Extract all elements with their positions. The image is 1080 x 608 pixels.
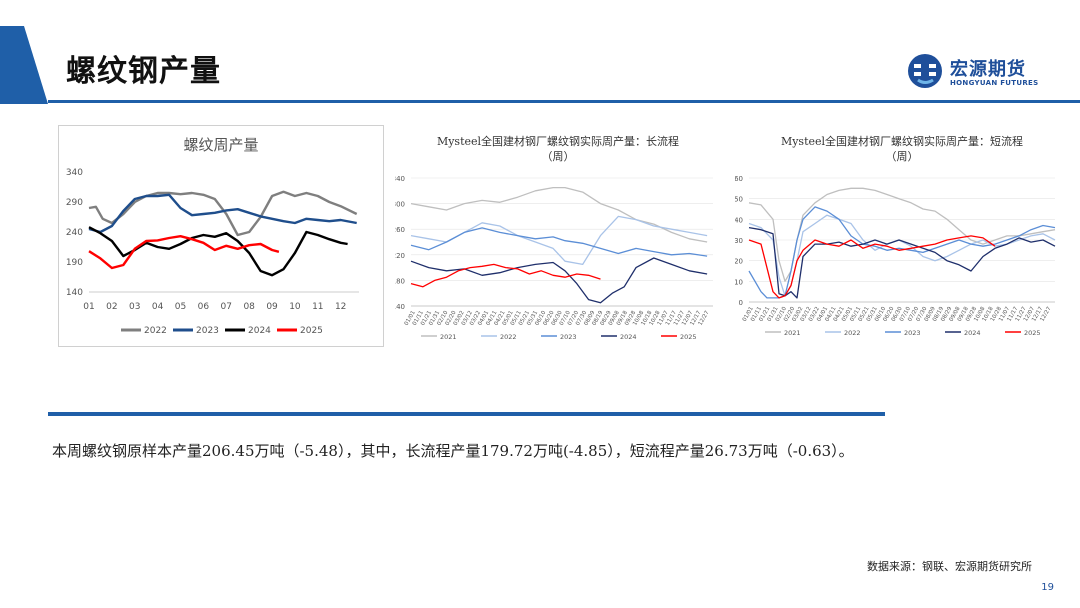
series-line-2023 <box>88 193 357 234</box>
y-tick-label: 220 <box>395 252 405 260</box>
series-line-2022 <box>88 190 358 237</box>
y-tick-label: 240 <box>66 228 83 238</box>
x-tick-label: 02 <box>106 302 117 312</box>
chart-long-process-output: Mysteel全国建材钢厂螺纹钢实际周产量：长流程 （周） 140 180 220 260… <box>395 134 713 341</box>
legend-label: 2021 <box>784 329 801 337</box>
legend-label: 2025 <box>300 326 323 336</box>
x-tick-label: 07 <box>221 302 232 312</box>
y-tick-label: 30 <box>735 237 743 245</box>
series-line-2021 <box>410 186 708 243</box>
legend-label: 2024 <box>620 333 637 341</box>
y-tick-label: 60 <box>735 175 743 183</box>
legend-label: 2023 <box>904 329 921 337</box>
y-tick-label: 340 <box>66 168 83 178</box>
y-tick-label: 190 <box>66 258 83 268</box>
logo-text: 宏源期货 <box>950 59 1026 80</box>
series-line-2022 <box>748 214 1056 297</box>
chart-title: Mysteel全国建材钢厂螺纹钢实际周产量：短流程 <box>781 134 1023 148</box>
series-line-2025 <box>748 235 996 299</box>
summary-text: 本周螺纹钢原样本产量206.45万吨（-5.48），其中，长流程产量179.72… <box>52 442 854 460</box>
y-tick-label: 20 <box>735 258 743 266</box>
x-tick-label: 03 <box>129 302 140 312</box>
legend-label: 2023 <box>560 333 577 341</box>
series-line-2022 <box>410 215 708 266</box>
y-tick-label: 340 <box>395 175 405 183</box>
y-tick-label: 40 <box>735 216 743 224</box>
y-tick-label: 180 <box>395 277 405 285</box>
series-line-2025 <box>410 263 601 288</box>
logo-mark-icon <box>908 54 942 88</box>
header-accent <box>0 26 48 104</box>
chart-short-process-output: Mysteel全国建材钢厂螺纹钢实际周产量：短流程 （周） 0 10 20 30 40 50 6… <box>735 134 1056 337</box>
legend-label: 2025 <box>680 333 697 341</box>
series-line-2024 <box>410 257 708 304</box>
series-line-2024 <box>748 226 1056 299</box>
x-tick-label: 01 <box>83 302 94 312</box>
header-rule <box>48 100 1080 103</box>
x-tick-label: 04 <box>152 302 164 312</box>
x-tick-label: 05 <box>175 302 186 312</box>
y-tick-label: 260 <box>395 226 405 234</box>
legend-label: 2022 <box>844 329 861 337</box>
legend-label: 2023 <box>196 326 219 336</box>
x-tick-label: 10 <box>289 302 301 312</box>
logo-subtext: HONGYUAN FUTURES <box>950 79 1039 87</box>
y-tick-label: 140 <box>395 303 405 311</box>
legend-label: 2025 <box>1024 329 1041 337</box>
x-tick-label: 08 <box>243 302 255 312</box>
x-tick-label: 11 <box>312 302 323 312</box>
y-tick-label: 50 <box>735 196 743 204</box>
y-tick-label: 300 <box>395 201 405 209</box>
chart-subtitle: （周） <box>886 150 919 163</box>
series-line-2021 <box>748 187 1056 282</box>
series-line-2023 <box>748 206 1056 299</box>
chart-subtitle: （周） <box>542 150 575 163</box>
legend-label: 2021 <box>440 333 457 341</box>
page-number: 19 <box>1041 582 1054 593</box>
legend-label: 2022 <box>144 326 167 336</box>
chart-rebar-weekly-output: 螺纹周产量 140 190 240 290 340 01 02 03 04 05 06 07 08 09 10… <box>58 125 384 347</box>
x-tick-label: 12 <box>335 302 346 312</box>
y-tick-label: 290 <box>66 198 83 208</box>
legend-label: 2024 <box>248 326 271 336</box>
x-tick-label: 06 <box>198 302 210 312</box>
data-source: 数据来源：钢联、宏源期货研究所 <box>867 560 1032 573</box>
series-line-2023 <box>410 227 708 257</box>
legend-label: 2024 <box>964 329 981 337</box>
y-tick-label: 10 <box>735 278 743 286</box>
series-line-2024 <box>88 226 348 277</box>
x-tick-label: 09 <box>266 302 278 312</box>
chart-title: Mysteel全国建材钢厂螺纹钢实际周产量：长流程 <box>437 134 679 148</box>
y-tick-label: 0 <box>739 299 743 307</box>
company-logo: 宏源期货 HONGYUAN FUTURES <box>906 52 1066 92</box>
section-divider <box>48 412 885 416</box>
chart-title: 螺纹周产量 <box>183 136 258 154</box>
legend-label: 2022 <box>500 333 517 341</box>
page-title: 螺纹钢产量 <box>66 54 221 89</box>
series-line-2025 <box>88 234 280 270</box>
y-tick-label: 140 <box>66 288 83 298</box>
